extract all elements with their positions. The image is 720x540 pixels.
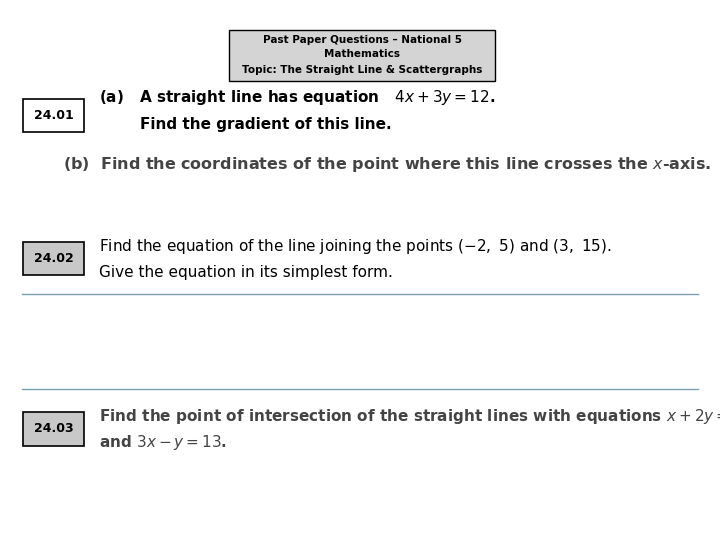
Text: 24.01: 24.01 bbox=[34, 109, 73, 122]
FancyBboxPatch shape bbox=[23, 99, 84, 132]
Text: 24.03: 24.03 bbox=[34, 422, 73, 435]
Text: Find the equation of the line joining the points $(-2,\ 5)$ and $(3,\ 15)$.: Find the equation of the line joining th… bbox=[99, 237, 612, 256]
FancyBboxPatch shape bbox=[229, 30, 495, 81]
Text: Mathematics: Mathematics bbox=[324, 49, 400, 59]
Text: and $3x-y=13$.: and $3x-y=13$. bbox=[99, 433, 228, 452]
Text: Find the gradient of this line.: Find the gradient of this line. bbox=[140, 117, 392, 132]
Text: (a)   A straight line has equation   $4x+3y=12$.: (a) A straight line has equation $4x+3y=… bbox=[99, 87, 495, 107]
Text: Past Paper Questions – National 5: Past Paper Questions – National 5 bbox=[263, 35, 462, 45]
Text: (b)  Find the coordinates of the point where this line crosses the $x$-axis.: (b) Find the coordinates of the point wh… bbox=[63, 155, 712, 174]
Text: 24.02: 24.02 bbox=[34, 252, 73, 265]
Text: Find the point of intersection of the straight lines with equations $x+2y=-5$: Find the point of intersection of the st… bbox=[99, 407, 720, 427]
Text: Topic: The Straight Line & Scattergraphs: Topic: The Straight Line & Scattergraphs bbox=[242, 65, 482, 75]
Text: Give the equation in its simplest form.: Give the equation in its simplest form. bbox=[99, 265, 393, 280]
FancyBboxPatch shape bbox=[23, 412, 84, 445]
FancyBboxPatch shape bbox=[23, 242, 84, 275]
